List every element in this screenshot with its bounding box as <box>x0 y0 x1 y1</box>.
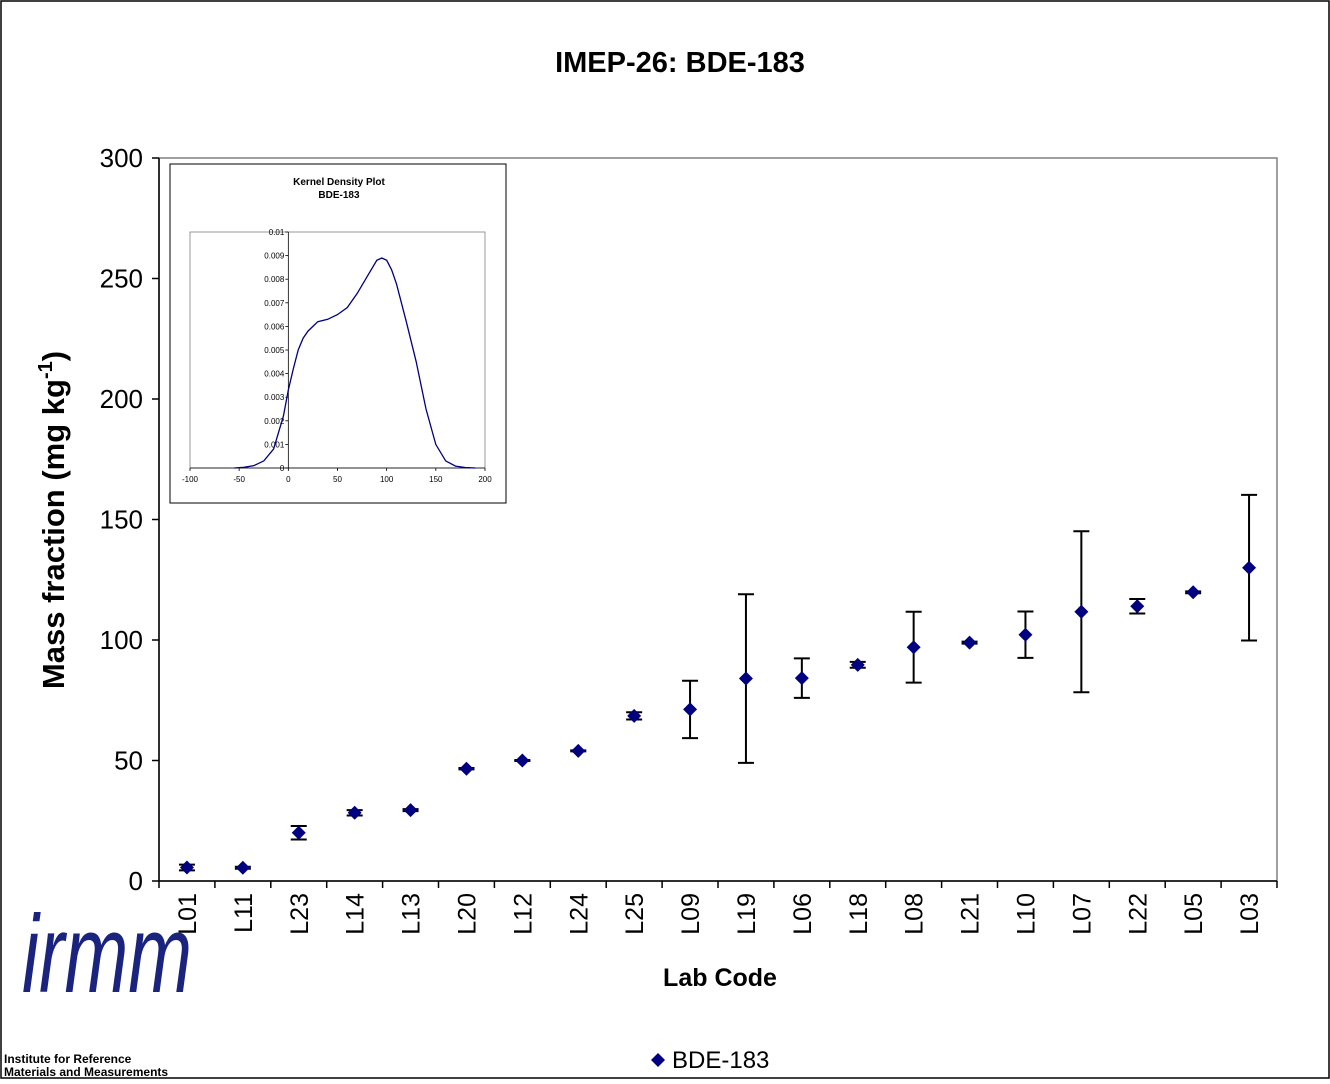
inset-x-tick-label: -50 <box>233 475 245 484</box>
x-tick-label: L19 <box>733 893 761 935</box>
y-tick-label: 300 <box>100 143 143 173</box>
legend: BDE-183 <box>651 1047 769 1074</box>
inset-density-curve <box>234 257 476 469</box>
x-tick-label: L20 <box>453 893 481 935</box>
inset-x-tick-label: 100 <box>380 475 394 484</box>
data-point <box>1074 604 1089 619</box>
data-point <box>571 743 586 758</box>
inset-x-tick-label: 150 <box>429 475 443 484</box>
inset-y-tick-label: 0.004 <box>264 370 285 379</box>
x-tick-label: L14 <box>342 893 370 935</box>
x-tick-label: L08 <box>901 893 929 935</box>
y-tick-label: 250 <box>100 264 143 294</box>
inset-plot-area <box>189 231 486 469</box>
series-layer <box>178 493 1258 875</box>
inset-y-tick-label: 0.005 <box>264 346 285 355</box>
inset-y-tick-label: 0.003 <box>264 393 285 402</box>
inset-y-tick-label: 0.006 <box>264 322 285 331</box>
inset-y-tick-label: 0.008 <box>264 275 285 284</box>
y-axis-label-main: Mass fraction (mg kg <box>36 379 71 689</box>
x-tick-label: L03 <box>1236 893 1264 935</box>
data-point <box>291 825 306 840</box>
y-tick-label: 150 <box>100 505 143 535</box>
x-tick-label: L11 <box>230 893 258 933</box>
data-point <box>1018 627 1033 642</box>
y-tick-label: 0 <box>129 866 143 896</box>
legend-marker <box>651 1053 665 1067</box>
inset-y-tick-label: 0.007 <box>264 299 285 308</box>
x-tick-label: L12 <box>509 893 537 935</box>
data-point <box>403 803 418 818</box>
data-point <box>1242 560 1257 575</box>
data-point <box>179 860 194 875</box>
y-axis-label-sup: -1 <box>35 361 57 379</box>
inset-title-line2: BDE-183 <box>318 190 360 201</box>
data-point <box>794 671 809 686</box>
data-point <box>459 761 474 776</box>
data-point <box>627 708 642 723</box>
x-tick-label: L23 <box>286 893 314 935</box>
data-point <box>1186 585 1201 600</box>
x-tick-label: L09 <box>677 893 705 935</box>
logo-caption-line1: Institute for Reference <box>4 1052 132 1066</box>
inset-x-tick-label: 200 <box>478 475 492 484</box>
y-axis-label: Mass fraction (mg kg-1) <box>35 351 71 689</box>
inset-title-line1: Kernel Density Plot <box>293 177 385 188</box>
logo-caption-line2: Materials and Measurements <box>4 1065 168 1079</box>
inset-y-tick-label: 0 <box>280 464 285 473</box>
x-tick-label: L06 <box>789 893 817 935</box>
inset-chart: Kernel Density Plot BDE-183 00.0010.0020… <box>169 163 507 504</box>
data-point <box>347 805 362 820</box>
x-tick-label: L25 <box>621 893 649 935</box>
data-point <box>1130 599 1145 614</box>
x-tick-label: L10 <box>1012 893 1040 935</box>
y-axis-label-end: ) <box>36 351 71 361</box>
legend-label: BDE-183 <box>672 1047 769 1074</box>
x-tick-label: L05 <box>1180 893 1208 935</box>
data-point <box>515 753 530 768</box>
data-point <box>235 860 250 875</box>
x-tick-label: L24 <box>565 893 593 935</box>
x-tick-label: L21 <box>957 893 985 935</box>
y-tick-label: 200 <box>100 384 143 414</box>
y-tick-label: 50 <box>114 746 143 776</box>
x-axis-label: Lab Code <box>663 964 777 992</box>
inset-x-tick-label: -100 <box>182 475 199 484</box>
logo-mark: irmm <box>22 893 192 1016</box>
inset-y-tick-label: 0.009 <box>264 252 285 261</box>
data-point <box>906 640 921 655</box>
x-tick-label: L13 <box>398 893 426 935</box>
y-axis: 0 50 100 150 200 250 300 <box>100 143 160 896</box>
x-tick-label: L18 <box>845 893 873 935</box>
data-point <box>962 635 977 650</box>
irmm-logo: irmm Institute for Reference Materials a… <box>4 893 192 1079</box>
chart-title: IMEP-26: BDE-183 <box>555 47 805 79</box>
inset-y-tick-label: 0.002 <box>264 417 285 426</box>
inset-y-tick-label: 0.01 <box>269 228 285 237</box>
inset-x-tick-label: 50 <box>333 475 342 484</box>
x-tick-label: L01 <box>174 893 202 935</box>
y-tick-label: 100 <box>100 625 143 655</box>
data-point <box>850 657 865 672</box>
x-axis: L01 L11 L23 L14 L13 L20 L12 L24 L25 L09 L19 L06 L18 L… <box>158 880 1278 935</box>
x-tick-label: L22 <box>1124 893 1152 935</box>
data-point <box>738 671 753 686</box>
x-tick-label: L07 <box>1068 893 1096 935</box>
data-point <box>683 702 698 717</box>
inset-x-tick-label: 0 <box>286 475 291 484</box>
